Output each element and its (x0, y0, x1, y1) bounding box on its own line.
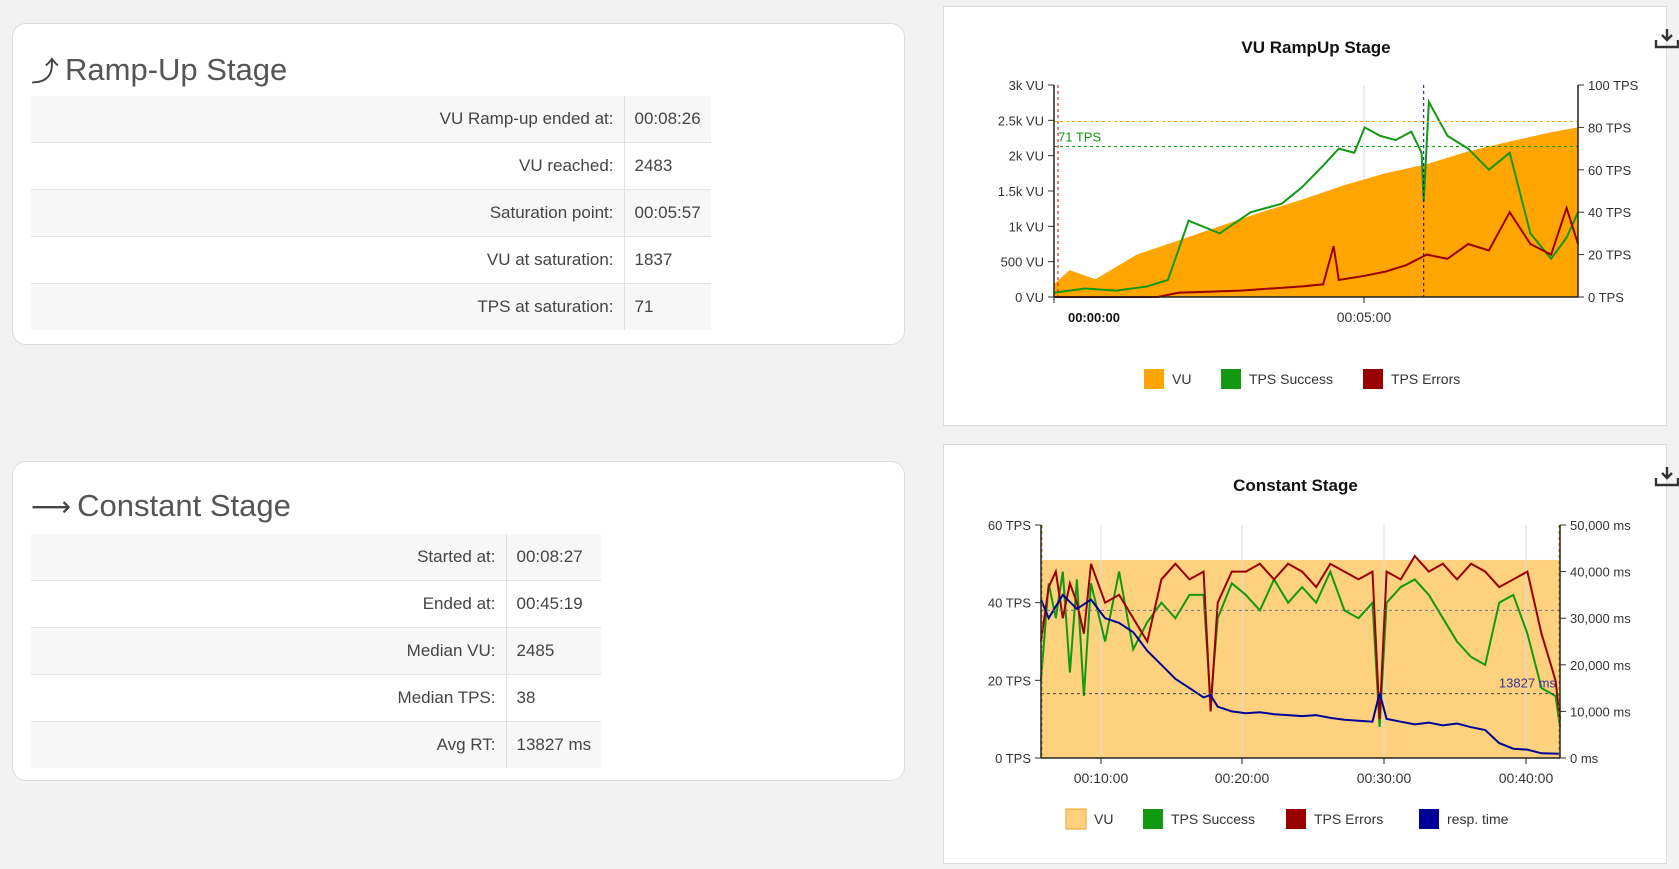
row-label: TPS at saturation: (31, 283, 625, 330)
x-tick-label: 00:30:00 (1357, 770, 1412, 786)
legend-swatch (1286, 809, 1306, 829)
legend-label: resp. time (1447, 811, 1509, 827)
legend-label: TPS Success (1171, 811, 1255, 827)
table-row: Saturation point: 00:05:57 (31, 189, 711, 237)
legend-swatch (1144, 369, 1164, 389)
legend-swatch (1363, 369, 1383, 389)
row-label: VU reached: (31, 142, 625, 190)
chart-title: VU RampUp Stage (1241, 38, 1390, 57)
y-left-tick-label: 2.5k VU (998, 113, 1044, 128)
table-row: Median VU: 2485 (31, 627, 602, 675)
y-left-tick-label: 500 VU (1001, 255, 1044, 270)
constant-info-table: Started at: 00:08:27 Ended at: 00:45:19 … (31, 534, 602, 768)
y-left-tick-label: 0 TPS (995, 751, 1031, 766)
y-left-tick-label: 20 TPS (988, 673, 1031, 688)
tps-errors-line (1054, 204, 1579, 298)
y-right-tick-label: 10,000 ms (1570, 704, 1631, 719)
y-right-tick-label: 30,000 ms (1570, 611, 1631, 626)
y-right-tick-label: 60 TPS (1588, 163, 1631, 178)
row-value: 13827 ms (506, 721, 602, 768)
rampup-stage-title-text: Ramp-Up Stage (65, 52, 288, 87)
y-right-tick-label: 0 ms (1570, 751, 1599, 766)
row-value: 1837 (624, 236, 711, 284)
row-label: Median TPS: (31, 674, 507, 722)
table-row: VU reached: 2483 (31, 142, 711, 190)
row-value: 00:45:19 (506, 580, 602, 628)
y-left-tick-label: 3k VU (1009, 78, 1044, 93)
vu-rampup-chart-box: VU RampUp Stage 0 VU 500 VU 1k VU 1.5k VU 2k … (943, 6, 1679, 426)
y-right-tick-label: 100 TPS (1588, 78, 1639, 93)
y-right-tick-label: 40,000 ms (1570, 565, 1631, 580)
x-tick-label: 00:10:00 (1074, 770, 1129, 786)
legend-label: VU (1094, 811, 1113, 827)
y-right-tick-label: 40 TPS (1588, 205, 1631, 220)
y-left-tick-label: 1k VU (1009, 219, 1044, 234)
y-right-tick-label: 0 TPS (1588, 290, 1624, 305)
table-row: Started at: 00:08:27 (31, 534, 602, 581)
y-right-tick-label: 20 TPS (1588, 248, 1631, 263)
y-right-tick-label: 80 TPS (1588, 120, 1631, 135)
arrow-right-icon: ⟶ (31, 490, 72, 522)
y-left-tick-label: 40 TPS (988, 596, 1031, 611)
constant-stage-chart-box: Constant Stage 0 TPS 20 TPS 40 TPS 60 TPS 0 m… (943, 444, 1679, 864)
x-tick-label: 00:00:00 (1068, 310, 1120, 325)
resp-time-line (1040, 593, 1561, 755)
constant-info-rows: Started at: 00:08:27 Ended at: 00:45:19 … (31, 534, 602, 768)
legend-swatch (1221, 369, 1241, 389)
table-row: VU Ramp-up ended at: 00:08:26 (31, 96, 711, 143)
y-left-tick-label: 0 VU (1015, 290, 1044, 305)
row-value: 2483 (624, 142, 711, 190)
y-left-tick-label: 2k VU (1009, 149, 1044, 164)
table-row: VU at saturation: 1837 (31, 236, 711, 284)
row-value: 00:08:27 (506, 534, 602, 581)
rampup-info-rows: VU Ramp-up ended at: 00:08:26 VU reached… (31, 96, 711, 330)
table-row: Ended at: 00:45:19 (31, 580, 602, 628)
row-label: Avg RT: (31, 721, 507, 768)
table-row: Avg RT: 13827 ms (31, 721, 602, 768)
rampup-stage-panel: ⤴ Ramp-Up Stage VU Ramp-up ended at: 00:… (12, 23, 905, 345)
row-label: Started at: (31, 534, 507, 581)
constant-stage-chart: Constant Stage 0 TPS 20 TPS 40 TPS 60 TPS 0 m… (988, 476, 1631, 830)
constant-stage-title: ⟶ Constant Stage (31, 488, 291, 524)
row-value: 00:05:57 (624, 189, 711, 237)
annotation-label: 13827 ms (1499, 676, 1557, 691)
legend-label: TPS Errors (1314, 811, 1383, 827)
x-tick-label: 00:05:00 (1337, 309, 1392, 325)
row-value: 38 (506, 674, 602, 722)
vu-area (1054, 127, 1578, 298)
row-value: 2485 (506, 627, 602, 675)
tps-errors-line (1040, 554, 1561, 720)
legend-swatch (1419, 809, 1439, 829)
row-label: Ended at: (31, 580, 507, 628)
rampup-info-table: VU Ramp-up ended at: 00:08:26 VU reached… (31, 96, 711, 330)
legend-label: TPS Errors (1391, 371, 1460, 387)
arrow-up-right-icon: ⤴ (31, 56, 60, 87)
tps-success-line (1053, 98, 1579, 294)
legend-label: VU (1172, 371, 1191, 387)
constant-stage-title-text: Constant Stage (77, 488, 291, 523)
row-label: Median VU: (31, 627, 507, 675)
table-row: Median TPS: 38 (31, 674, 602, 722)
y-left-tick-label: 60 TPS (988, 518, 1031, 533)
row-label: Saturation point: (31, 189, 625, 237)
rampup-stage-title: ⤴ Ramp-Up Stage (31, 50, 287, 90)
y-right-tick-label: 20,000 ms (1570, 658, 1631, 673)
row-value: 71 (624, 283, 711, 330)
x-tick-label: 00:20:00 (1215, 770, 1270, 786)
legend-swatch (1143, 809, 1163, 829)
y-right-tick-label: 50,000 ms (1570, 518, 1631, 533)
tps-success-line (1040, 568, 1561, 728)
vu-rampup-chart: VU RampUp Stage 0 VU 500 VU 1k VU 1.5k VU 2k … (998, 38, 1639, 389)
x-tick-label: 00:40:00 (1499, 770, 1554, 786)
row-value: 00:08:26 (624, 96, 711, 143)
y-left-tick-label: 1.5k VU (998, 184, 1044, 199)
chart-title: Constant Stage (1233, 476, 1358, 495)
legend-swatch (1065, 808, 1087, 830)
table-row: TPS at saturation: 71 (31, 283, 711, 330)
row-label: VU Ramp-up ended at: (31, 96, 625, 143)
row-label: VU at saturation: (31, 236, 625, 284)
legend-label: TPS Success (1249, 371, 1333, 387)
annotation-label: 71 TPS (1058, 129, 1101, 144)
constant-stage-panel: ⟶ Constant Stage Started at: 00:08:27 En… (12, 461, 905, 781)
